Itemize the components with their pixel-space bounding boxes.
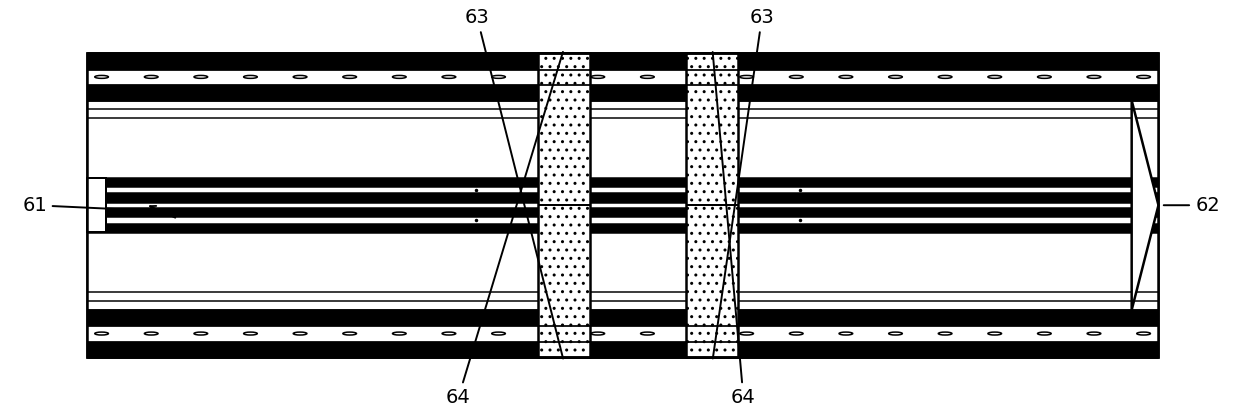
Text: 64: 64: [446, 52, 563, 407]
Bar: [87, 54, 1158, 357]
Bar: [87, 101, 1158, 310]
Bar: [538, 54, 590, 357]
Text: 64: 64: [712, 52, 756, 407]
Bar: [87, 54, 1158, 357]
Bar: [87, 54, 1158, 101]
Text: 63: 63: [712, 8, 774, 358]
Text: 62: 62: [1196, 196, 1220, 215]
Bar: [87, 326, 1158, 342]
Bar: [686, 54, 738, 357]
Bar: [87, 70, 1158, 85]
Bar: [87, 208, 1158, 232]
Bar: [87, 217, 1158, 224]
Bar: [87, 310, 1158, 357]
Bar: [87, 178, 1158, 202]
Text: 63: 63: [465, 8, 563, 358]
Polygon shape: [1131, 101, 1158, 310]
Bar: [87, 187, 1158, 193]
Bar: [87, 178, 107, 232]
Text: 61: 61: [22, 196, 149, 215]
